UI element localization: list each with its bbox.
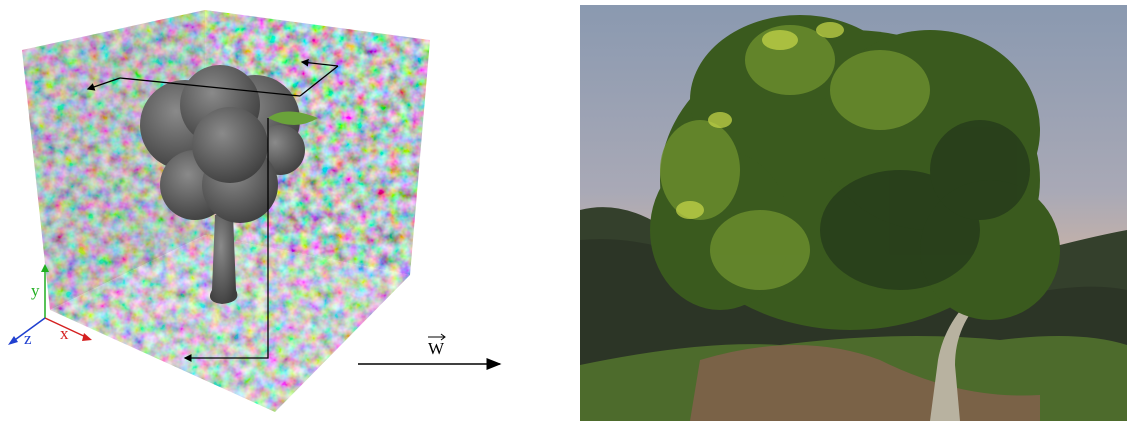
axis-label-z: z xyxy=(24,329,32,348)
wind-vector: W xyxy=(358,334,500,364)
figure: y x z W xyxy=(0,0,1127,421)
vector-label: W xyxy=(428,339,445,358)
tree-render xyxy=(580,5,1127,421)
axis-label-y: y xyxy=(31,281,40,300)
axis-label-x: x xyxy=(60,324,69,343)
